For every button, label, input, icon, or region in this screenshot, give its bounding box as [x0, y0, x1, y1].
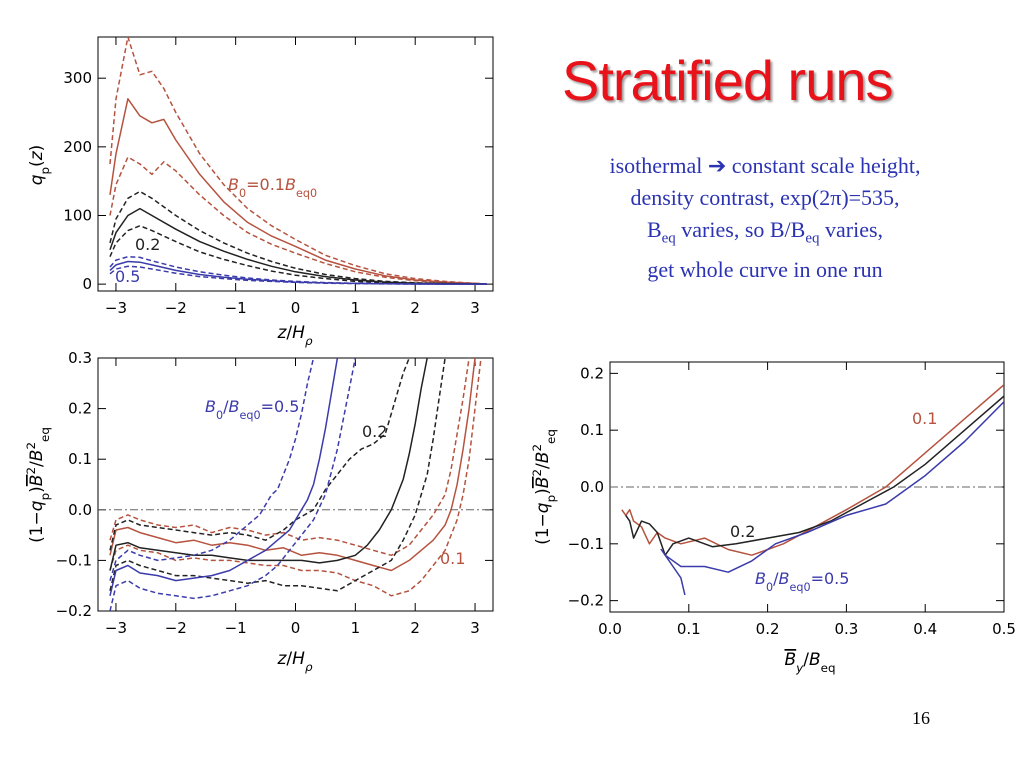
series-line-blue-solid-6	[109, 358, 339, 596]
y-tick-label: −0.1	[568, 535, 604, 553]
x-tick-label: 3	[470, 619, 480, 637]
series-group	[109, 37, 488, 285]
slide-title: Stratified runs	[562, 49, 893, 112]
series-group	[109, 358, 482, 611]
curve-annotation: B0/Beq0=0.5	[755, 569, 849, 594]
x-tick-label: −2	[165, 619, 187, 637]
curve-annotation: 0.2	[362, 422, 387, 441]
x-tick-label: −1	[225, 619, 247, 637]
curve-annotation: B0/Beq0=0.5	[205, 397, 299, 422]
x-tick-label: 0.1	[677, 620, 701, 638]
series-group	[621, 384, 1004, 596]
series-line-blue-dashed-7	[109, 255, 487, 285]
x-tick-label: 1	[351, 619, 361, 637]
x-tick-label: 2	[410, 619, 420, 637]
notes-line-3: Beq varies, so B/Beq varies,	[646, 217, 884, 247]
y-tick-label: −0.1	[56, 551, 92, 569]
arrow-icon: ➔	[707, 153, 727, 178]
series-line-red-dashed-1	[109, 358, 470, 557]
y-tick-label: 0.2	[580, 364, 604, 382]
x-axis-label: z/Hρ	[276, 323, 312, 348]
x-tick-label: −3	[105, 619, 127, 637]
y-tick-label: 0	[82, 275, 92, 293]
x-tick-label: 2	[410, 299, 420, 317]
page-number: 16	[912, 708, 930, 728]
curve-annotation: 0.2	[135, 235, 160, 254]
series-line-red-dashed-2	[109, 156, 488, 285]
curve-annotation: 0.2	[730, 522, 755, 541]
series-line-red-solid-0	[621, 384, 1004, 556]
x-tick-label: 0.5	[992, 620, 1016, 638]
series-line-black-solid-3	[109, 358, 428, 571]
plot-frame	[609, 361, 1005, 613]
curve-annotation: 0.1	[440, 549, 465, 568]
series-line-black-dashed-5	[109, 225, 488, 285]
x-axis-label: z/Hρ	[276, 649, 312, 674]
y-tick-label: 100	[63, 206, 92, 224]
y-tick-label: 300	[63, 69, 92, 87]
x-tick-label: 0.0	[598, 620, 622, 638]
y-tick-label: −0.2	[56, 602, 92, 620]
y-tick-label: 200	[63, 138, 92, 156]
x-tick-label: 0.3	[834, 620, 858, 638]
series-line-red-solid-0	[109, 358, 476, 572]
x-tick-label: 0	[291, 299, 301, 317]
slide-notes: isothermal ➔ constant scale height, dens…	[540, 150, 990, 286]
series-line-black-dashed-5	[109, 358, 446, 592]
y-axis-label: (1−qp)B2/B2eq	[24, 427, 52, 543]
notes-line-2: density contrast, exp(2π)=535,	[630, 185, 900, 210]
notes-line-4: get whole curve in one run	[647, 257, 883, 283]
y-axis-label: qp(z)	[27, 145, 52, 186]
curve-annotation: 0.1	[912, 409, 937, 428]
y-tick-label: 0.0	[68, 501, 92, 519]
y-axis-label: (1−qp)B2/B2eq	[530, 429, 558, 545]
series-line-black-solid-3	[109, 207, 488, 285]
x-tick-label: −1	[225, 299, 247, 317]
series-line-blue-solid-6	[109, 260, 487, 285]
series-line-blue-dashed-8	[109, 265, 487, 285]
x-tick-label: 1	[351, 299, 361, 317]
series-line-red-solid-0	[109, 98, 488, 285]
series-line-blue-solid-2	[660, 401, 1004, 596]
x-tick-label: 0.4	[913, 620, 937, 638]
notes-line-1: isothermal ➔ constant scale height,	[609, 153, 921, 178]
x-tick-label: −2	[165, 299, 187, 317]
x-tick-label: 3	[470, 299, 480, 317]
curve-annotation: B0=0.1Beq0	[228, 175, 317, 200]
plot-frame	[97, 36, 494, 292]
y-tick-label: −0.2	[568, 592, 604, 610]
x-tick-label: 0	[291, 619, 301, 637]
x-axis-label: By/Beq	[785, 650, 836, 675]
y-tick-label: 0.2	[68, 400, 92, 418]
series-line-red-dashed-2	[109, 358, 482, 597]
y-tick-label: 0.1	[68, 450, 92, 468]
x-tick-label: −3	[105, 299, 127, 317]
series-line-red-dashed-1	[109, 37, 488, 285]
series-line-blue-dashed-8	[109, 358, 357, 611]
y-tick-label: 0.1	[580, 421, 604, 439]
y-tick-label: 0.3	[68, 349, 92, 367]
series-line-black-solid-1	[625, 395, 1004, 556]
series-line-blue-dashed-7	[109, 358, 315, 581]
series-line-black-dashed-4	[109, 190, 488, 285]
series-line-black-dashed-4	[109, 358, 410, 551]
curve-annotation: 0.5	[115, 267, 140, 286]
x-tick-label: 0.2	[756, 620, 780, 638]
y-tick-label: 0.0	[580, 478, 604, 496]
plot-frame	[97, 357, 494, 612]
